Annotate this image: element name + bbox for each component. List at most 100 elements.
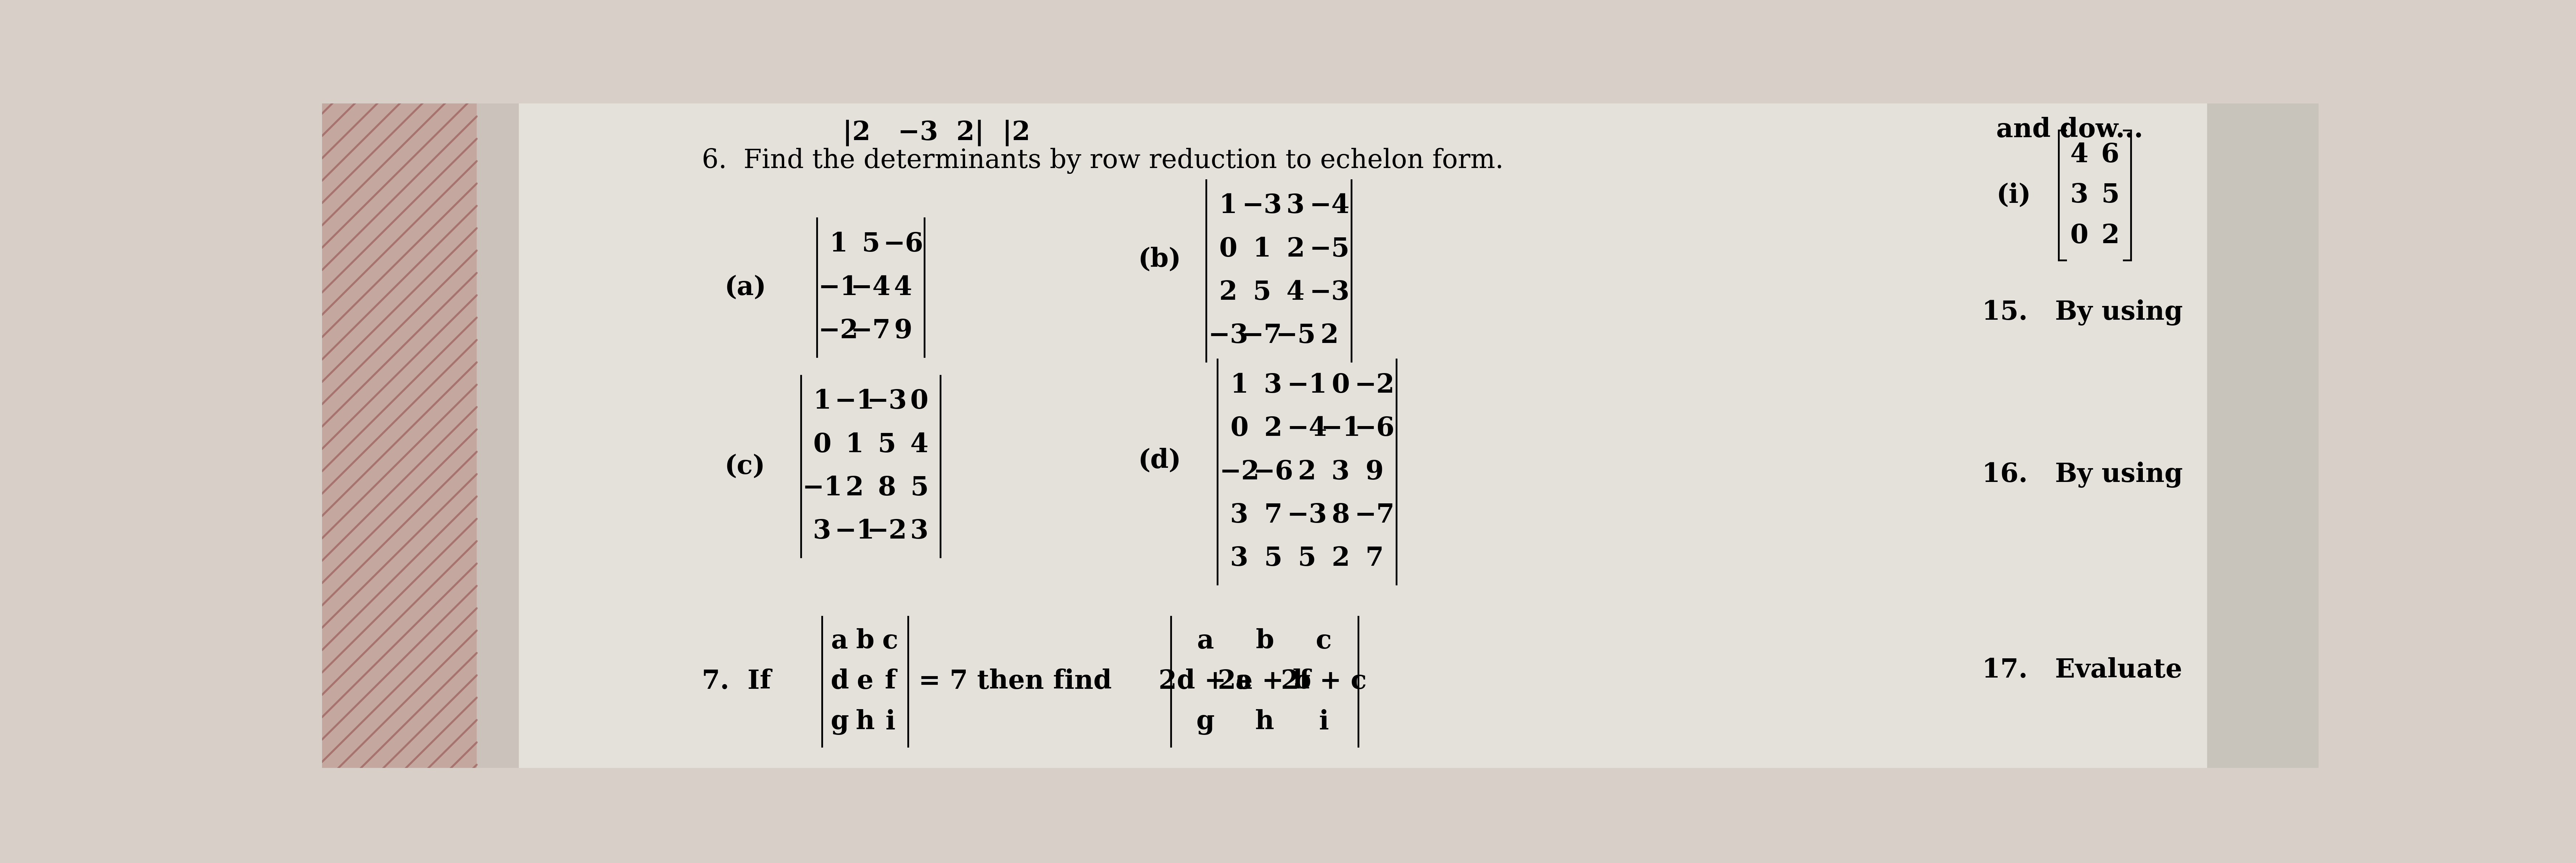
Text: 3: 3: [1231, 502, 1249, 528]
Text: i: i: [886, 709, 896, 735]
Text: −1: −1: [835, 388, 876, 414]
Text: 2: 2: [1321, 323, 1340, 349]
Text: −6: −6: [1252, 459, 1293, 485]
Text: 5: 5: [878, 432, 896, 457]
Text: 7: 7: [1265, 502, 1283, 528]
Text: −1: −1: [1321, 416, 1360, 442]
Bar: [2208, 104, 2318, 768]
Text: (b): (b): [1139, 247, 1182, 273]
Text: 3: 3: [1265, 372, 1283, 398]
Text: 6: 6: [2102, 142, 2120, 167]
Text: |2   −3  2|  |2: |2 −3 2| |2: [842, 120, 1030, 146]
Text: c: c: [1316, 628, 1332, 654]
Text: 3: 3: [814, 519, 832, 545]
Text: 2d + a: 2d + a: [1159, 669, 1252, 695]
Text: 3: 3: [1231, 545, 1249, 571]
Bar: [322, 104, 477, 768]
Text: 1: 1: [814, 388, 832, 414]
Text: −2: −2: [1355, 372, 1394, 398]
Text: 0: 0: [1218, 236, 1236, 261]
Bar: [477, 104, 533, 768]
Text: 5: 5: [860, 231, 881, 257]
Text: 5: 5: [1265, 545, 1283, 571]
Text: (c): (c): [724, 453, 765, 479]
Text: −2: −2: [1218, 459, 1260, 485]
Text: 4: 4: [909, 432, 927, 457]
Text: −3: −3: [1288, 502, 1327, 528]
Text: −3: −3: [1309, 280, 1350, 306]
Text: (i): (i): [1996, 182, 2030, 208]
Text: g: g: [829, 709, 850, 735]
Text: d: d: [829, 669, 850, 695]
Text: −6: −6: [1355, 416, 1394, 442]
Text: 3: 3: [2071, 182, 2089, 208]
Text: c: c: [884, 628, 899, 654]
Text: 3: 3: [1285, 192, 1303, 218]
Text: 2e + b: 2e + b: [1218, 669, 1311, 695]
Text: −4: −4: [1285, 416, 1327, 442]
Text: 3: 3: [1332, 459, 1350, 485]
Text: g: g: [1195, 709, 1216, 735]
Text: 7: 7: [1365, 545, 1383, 571]
Text: 0: 0: [1332, 372, 1350, 398]
Text: 1: 1: [1252, 236, 1270, 261]
Text: 2: 2: [845, 475, 863, 501]
Text: 4: 4: [2071, 142, 2089, 167]
Text: f: f: [884, 669, 896, 695]
Text: 1: 1: [1218, 192, 1236, 218]
Text: 0: 0: [1231, 416, 1249, 442]
Text: 15.   By using: 15. By using: [1981, 299, 2182, 325]
Text: 8: 8: [1332, 502, 1350, 528]
Text: 9: 9: [894, 318, 912, 343]
Text: (a): (a): [724, 274, 765, 300]
Text: 0: 0: [814, 432, 832, 457]
Text: b: b: [1255, 628, 1273, 654]
Text: −1: −1: [801, 475, 842, 501]
Text: 2f + c: 2f + c: [1280, 669, 1368, 695]
Text: 2: 2: [1265, 416, 1283, 442]
Text: −1: −1: [1288, 372, 1327, 398]
Text: a: a: [1198, 628, 1213, 654]
Text: h: h: [855, 709, 876, 735]
Text: i: i: [1319, 709, 1329, 735]
Text: (d): (d): [1139, 448, 1182, 474]
Text: −7: −7: [1355, 502, 1394, 528]
Text: 1: 1: [829, 231, 848, 257]
Text: and dow...: and dow...: [1996, 117, 2143, 142]
Text: 5: 5: [1252, 280, 1270, 306]
Text: 0: 0: [2071, 223, 2089, 249]
Text: 5: 5: [2102, 182, 2120, 208]
Text: −3: −3: [1242, 192, 1283, 218]
Text: b: b: [855, 628, 873, 654]
Text: 5: 5: [909, 475, 927, 501]
Text: 7.  If: 7. If: [701, 669, 770, 695]
Text: 4: 4: [894, 274, 912, 300]
Text: −4: −4: [850, 274, 891, 300]
Text: 9: 9: [1365, 459, 1383, 485]
Text: a: a: [832, 628, 848, 654]
Text: h: h: [1255, 709, 1275, 735]
Text: −6: −6: [884, 231, 922, 257]
Text: −1: −1: [835, 519, 876, 545]
Text: −7: −7: [1242, 323, 1283, 349]
Text: −3: −3: [1208, 323, 1249, 349]
Text: −2: −2: [866, 519, 907, 545]
Text: e: e: [858, 669, 873, 695]
Text: −5: −5: [1309, 236, 1350, 261]
Text: 2: 2: [1298, 459, 1316, 485]
Text: = 7 then find: = 7 then find: [920, 669, 1113, 695]
Text: 17.   Evaluate: 17. Evaluate: [1981, 658, 2182, 683]
Text: −7: −7: [850, 318, 891, 343]
Text: 16.   By using: 16. By using: [1981, 462, 2182, 488]
Text: 1: 1: [845, 432, 863, 457]
Text: −5: −5: [1275, 323, 1316, 349]
Text: −2: −2: [819, 318, 858, 343]
Text: 2: 2: [1285, 236, 1303, 261]
Text: −4: −4: [1309, 192, 1350, 218]
Text: 1: 1: [1231, 372, 1249, 398]
Text: 8: 8: [878, 475, 896, 501]
Text: 2: 2: [1332, 545, 1350, 571]
Text: 2: 2: [2102, 223, 2120, 249]
Text: 5: 5: [1298, 545, 1316, 571]
Text: 0: 0: [909, 388, 927, 414]
